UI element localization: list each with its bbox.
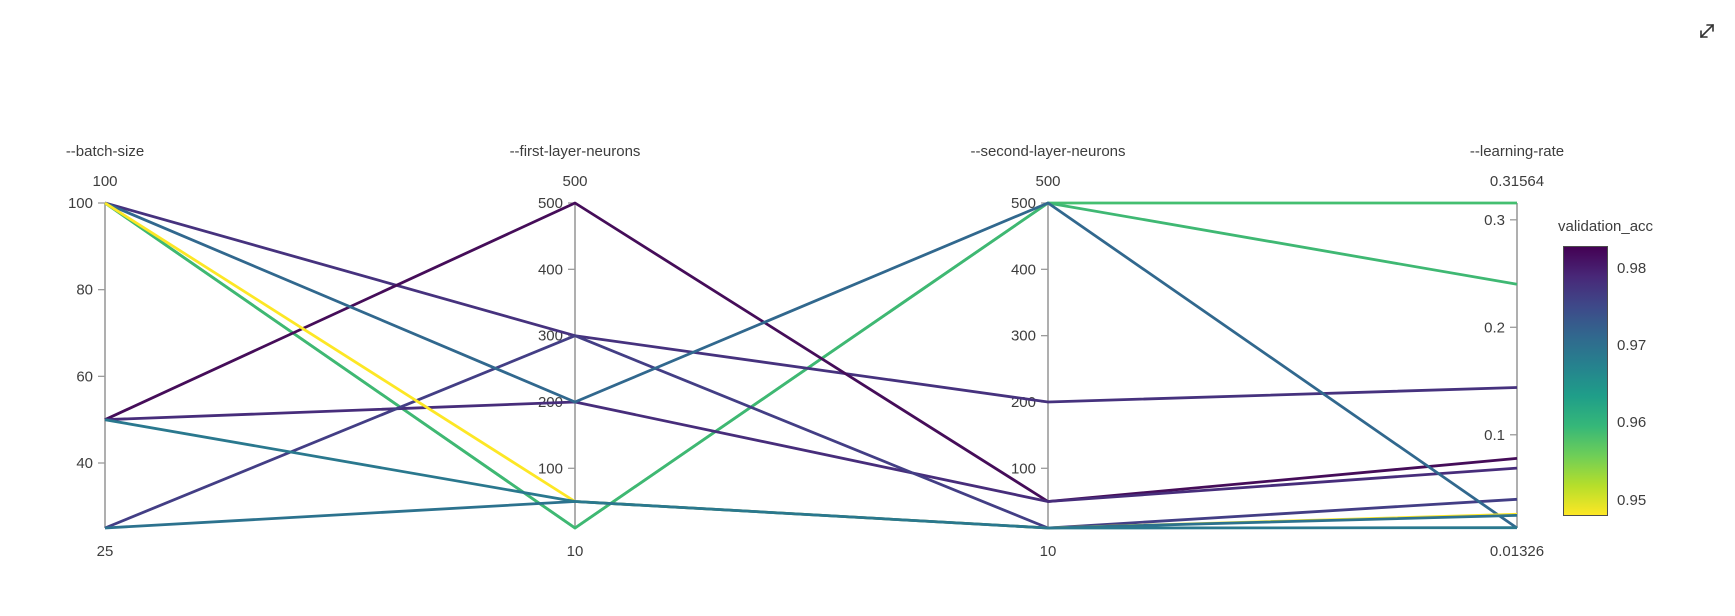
- axis-max-label-second-layer-neurons: 500: [1035, 173, 1060, 190]
- tick-label-learning-rate: 0.2: [1484, 319, 1505, 336]
- tick-label-first-layer-neurons: 500: [538, 195, 563, 212]
- expand-button[interactable]: [1692, 16, 1722, 46]
- axis-min-label-batch-size: 25: [97, 543, 114, 560]
- axis-title-batch-size: --batch-size: [66, 143, 144, 160]
- axis-title-learning-rate: --learning-rate: [1470, 143, 1564, 160]
- axis-min-label-second-layer-neurons: 10: [1040, 543, 1057, 560]
- colorbar-tick-label: 0.98: [1617, 260, 1647, 277]
- colorbar-tick-label: 0.97: [1617, 337, 1647, 354]
- parcoords-line[interactable]: [104, 201, 1518, 530]
- tick-label-batch-size: 40: [76, 455, 93, 472]
- axis-min-label-learning-rate: 0.01326: [1490, 543, 1544, 560]
- parcoords-line[interactable]: [104, 201, 1518, 404]
- axis-min-label-first-layer-neurons: 10: [567, 543, 584, 560]
- colorbar-tick-label: 0.95: [1617, 492, 1647, 509]
- tick-label-batch-size: 100: [68, 195, 93, 212]
- colorbar-tick-label: 0.96: [1617, 414, 1647, 431]
- tick-label-second-layer-neurons: 500: [1011, 195, 1036, 212]
- tick-label-second-layer-neurons: 400: [1011, 261, 1036, 278]
- axis-max-label-learning-rate: 0.31564: [1490, 173, 1544, 190]
- axis-title-second-layer-neurons: --second-layer-neurons: [970, 143, 1125, 160]
- parcoords-line[interactable]: [104, 400, 1518, 503]
- parcoords-line[interactable]: [104, 201, 1518, 530]
- parcoords-line[interactable]: [104, 418, 1518, 530]
- tick-label-batch-size: 80: [76, 282, 93, 299]
- tick-label-first-layer-neurons: 400: [538, 261, 563, 278]
- tick-label-second-layer-neurons: 100: [1011, 460, 1036, 477]
- parcoords-line[interactable]: [104, 201, 1518, 503]
- axis-max-label-batch-size: 100: [92, 173, 117, 190]
- expand-arrows-icon: [1700, 24, 1714, 38]
- tick-label-batch-size: 60: [76, 368, 93, 385]
- tick-label-learning-rate: 0.3: [1484, 212, 1505, 229]
- axis-max-label-first-layer-neurons: 500: [562, 173, 587, 190]
- axis-title-first-layer-neurons: --first-layer-neurons: [510, 143, 641, 160]
- colorbar: [1563, 246, 1608, 516]
- tick-label-first-layer-neurons: 100: [538, 460, 563, 477]
- tick-label-second-layer-neurons: 300: [1011, 328, 1036, 345]
- colorbar-title: validation_acc: [1558, 218, 1654, 235]
- parcoords-line[interactable]: [104, 334, 1518, 530]
- tick-label-learning-rate: 0.1: [1484, 427, 1505, 444]
